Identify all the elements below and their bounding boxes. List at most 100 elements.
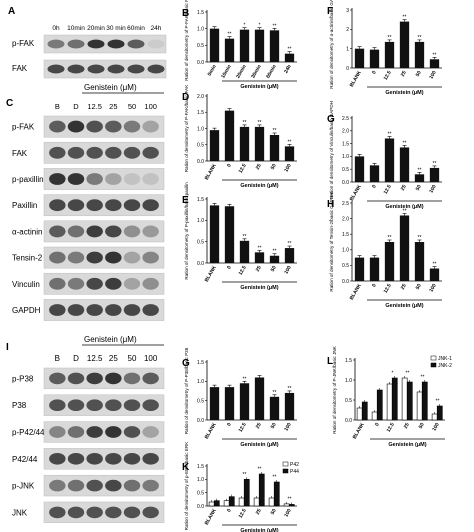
blot-band [86, 173, 103, 185]
x-tick-label: BLANK [349, 70, 363, 88]
blot-band [67, 426, 85, 438]
y-tick-label: 1.0 [197, 218, 204, 224]
bar [284, 146, 295, 161]
x-tick-label: 50 [415, 184, 423, 192]
blot-row-label: GAPDH [12, 306, 41, 315]
blot-band [142, 479, 159, 492]
significance-label: ** [433, 262, 437, 268]
lane-label: 25 [109, 102, 117, 111]
x-tick-label: 24h [283, 64, 293, 74]
y-tick-label: 1.5 [197, 10, 204, 16]
blot-band [105, 277, 122, 290]
blot-band [67, 173, 85, 185]
y-tick-label: 0.0 [342, 180, 349, 186]
x-tick-label: 12.5 [383, 70, 393, 82]
lane-label: D [73, 102, 79, 111]
y-tick-label: 0.0 [342, 279, 349, 285]
y-axis-label: Ration of densitometry of P-FAK/basic FA… [184, 84, 189, 173]
blot-band [49, 173, 66, 185]
significance-label: ** [273, 23, 277, 29]
bar [284, 53, 295, 62]
bar [239, 383, 250, 420]
legend-label: JNK-2 [438, 363, 452, 369]
x-tick-label: 100 [283, 422, 292, 432]
lane-label: 100 [144, 102, 157, 111]
bar [224, 387, 235, 420]
significance-label: ** [243, 234, 247, 240]
blot-band [105, 199, 122, 212]
blot-band [123, 304, 141, 316]
significance-label: ** [418, 235, 422, 241]
bar [376, 389, 383, 421]
lane-label: 100 [144, 354, 158, 363]
x-tick-label: 60min [265, 64, 277, 80]
blot-band [123, 506, 141, 519]
blot-band [105, 120, 122, 133]
y-tick-label: 2.0 [342, 129, 349, 135]
x-tick-label: 12.5 [383, 184, 393, 196]
blot-band [123, 225, 141, 238]
blot-band [86, 277, 103, 290]
bar [284, 392, 295, 420]
x-tick-label: BLANK [204, 163, 218, 181]
x-tick-label: 0 [371, 283, 378, 289]
y-tick-label: 1.5 [197, 110, 204, 116]
significance-label: ** [273, 475, 277, 481]
x-tick-label: 25 [255, 163, 263, 171]
significance-label: ** [433, 161, 437, 167]
bar [416, 391, 423, 421]
x-tick-label: 12.5 [238, 508, 248, 520]
significance-label: ** [273, 128, 277, 134]
time-label: 0h [52, 25, 60, 32]
blot-band [67, 225, 85, 238]
y-tick-label: 0.5 [197, 398, 204, 404]
blot-band [105, 399, 122, 412]
blot-strip [43, 34, 167, 54]
bar [414, 174, 425, 182]
bar [356, 407, 363, 421]
blot-band [67, 251, 85, 264]
blot-band [142, 251, 159, 264]
blot-band [49, 372, 66, 385]
blot-band [47, 39, 65, 49]
y-tick-label: 1 [346, 46, 349, 52]
blot-band [142, 304, 159, 316]
significance-label: ** [388, 235, 392, 241]
blot-band [67, 199, 85, 212]
blot-band [49, 120, 66, 133]
significance-label: ** [258, 245, 262, 251]
bar [288, 504, 295, 507]
y-axis-label: Ration of densitometry of Tensin-2/basic… [329, 192, 334, 291]
blot-band [86, 506, 103, 519]
significance-label: ** [243, 376, 247, 382]
blot-band [142, 146, 159, 159]
significance-label: ** [288, 139, 292, 145]
bar [401, 377, 408, 421]
blot-row-label: P38 [12, 401, 27, 410]
panel-letter: E [182, 195, 189, 206]
time-label: 60min [127, 25, 145, 32]
panel-letter: D [182, 92, 189, 103]
x-tick-label: 25 [255, 422, 263, 430]
y-tick-label: 0.5 [197, 239, 204, 245]
blot-row-label: α-actinin [12, 227, 42, 236]
blot-strip [43, 59, 167, 79]
y-tick-label: 0.5 [345, 398, 352, 404]
x-tick-label: 12.5 [238, 163, 248, 175]
x-axis-label: Genistein (μM) [240, 183, 278, 189]
blot-band [86, 120, 103, 133]
significance-label: ** [388, 35, 392, 41]
blot-band [47, 64, 65, 74]
blot-band [142, 452, 159, 465]
bar [384, 138, 395, 182]
significance-label: ** [421, 375, 425, 381]
x-axis-label: Genistein (μM) [385, 90, 423, 96]
blot-band [147, 39, 165, 49]
bar [269, 255, 280, 263]
bar [431, 413, 438, 421]
blot-band [49, 304, 66, 316]
bar [406, 381, 413, 421]
blot-panel-i: I Genistein (μM) B D 12.5 25 50 100 p-P38 P38 p-P4… [6, 335, 165, 524]
blot-band [123, 199, 141, 212]
